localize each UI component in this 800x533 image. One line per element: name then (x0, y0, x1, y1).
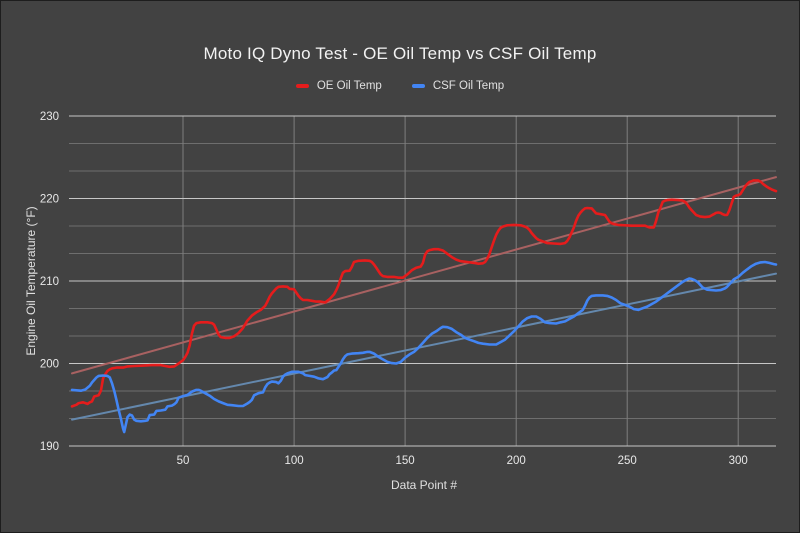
csf-oil-temp-line (70, 260, 778, 434)
x-tick-label: 200 (507, 455, 526, 467)
oe-oil-temp-swatch-icon (295, 84, 309, 88)
legend-item-oe-oil-temp: OE Oil Temp (295, 80, 382, 92)
minor-gridlines (69, 143, 776, 419)
x-tick-label: 300 (729, 455, 748, 467)
x-tick-label: 100 (285, 455, 304, 467)
csf-oil-temp-swatch-icon (411, 84, 425, 88)
tick-labels: 190 200 210 220 230 50 100 150 200 250 300 (40, 111, 748, 467)
legend-item-csf-oil-temp: CSF Oil Temp (411, 80, 505, 92)
y-tick-label: 220 (40, 194, 59, 206)
oe-oil-temp-line (70, 179, 778, 408)
y-axis-title: Engine Oil Temperature (°F) (24, 206, 38, 356)
csf-oil-temp-trendline-line (71, 272, 777, 421)
oe-oil-temp-trendline-line (71, 176, 777, 375)
x-axis-title: Data Point # (390, 478, 458, 492)
major-gridlines (69, 115, 776, 447)
legend-label-oe-oil-temp: OE Oil Temp (316, 80, 382, 92)
x-tick-label: 50 (177, 455, 190, 467)
y-tick-label: 200 (40, 359, 59, 371)
y-tick-label: 190 (40, 441, 59, 453)
x-tick-label: 150 (396, 455, 415, 467)
x-tick-label: 250 (618, 455, 637, 467)
chart-legend: OE Oil Temp CSF Oil Temp (1, 80, 799, 92)
y-tick-label: 230 (40, 111, 59, 123)
y-tick-label: 210 (40, 276, 59, 288)
chart-title: Moto IQ Dyno Test - OE Oil Temp vs CSF O… (203, 44, 597, 63)
legend-label-csf-oil-temp: CSF Oil Temp (432, 80, 505, 92)
